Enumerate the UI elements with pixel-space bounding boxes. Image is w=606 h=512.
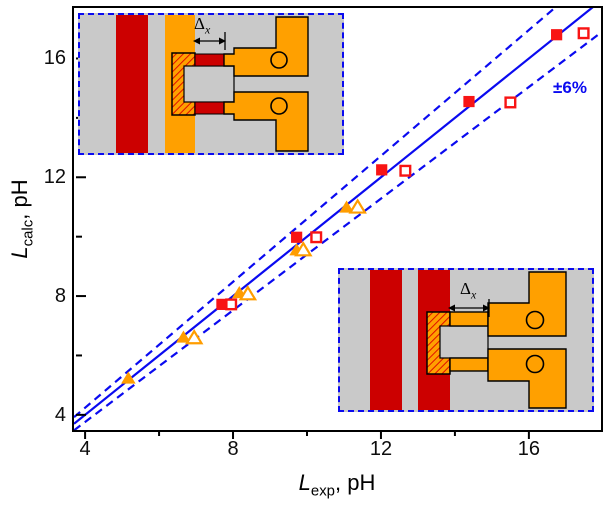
- filled-triangles-marker: [339, 200, 354, 213]
- filled-squares-marker: [551, 29, 563, 41]
- inset-diagram-bottom-right: Δx: [338, 268, 594, 412]
- x-axis-unit: , pH: [335, 470, 376, 495]
- top-electrode-arm: [223, 16, 309, 77]
- bottom-via-circle: [270, 97, 288, 115]
- delta-subscript: x: [204, 22, 211, 37]
- open-triangles-marker: [348, 198, 367, 214]
- plot-frame: [72, 6, 603, 432]
- y-tick-label-16: 16: [43, 47, 66, 70]
- x-tick-label-8: 8: [227, 438, 239, 460]
- inset-diagram-top-left: Δx: [78, 13, 344, 155]
- lower-bound-line: [74, 31, 601, 430]
- left-red-bar: [370, 270, 402, 410]
- bottom-thin-arm: [449, 357, 489, 372]
- y-tick-label-8: 8: [54, 285, 66, 308]
- arrow-head-right: [219, 37, 226, 45]
- x-tick-label-12: 12: [369, 438, 393, 460]
- y-axis-variable: L: [7, 246, 32, 259]
- y-axis-unit: , pH: [7, 179, 32, 220]
- tolerance-band-label: ±6%: [553, 78, 587, 97]
- arrow-head-right: [483, 304, 490, 312]
- ground-plane-bar: [116, 15, 148, 153]
- delta-symbol: Δ: [194, 14, 205, 33]
- filled-squares-marker: [463, 95, 475, 108]
- open-triangles-marker: [294, 241, 313, 257]
- top-electrode-arm: [487, 271, 567, 337]
- arrow-head-left: [193, 37, 200, 45]
- filled-triangles-marker: [176, 330, 191, 343]
- slit-notch: [439, 325, 489, 359]
- filled-squares-marker: [291, 231, 303, 243]
- top-via-circle: [525, 310, 545, 330]
- delta-x-label: Δx: [194, 14, 210, 37]
- upper-bound-line: [74, 8, 557, 419]
- open-squares-marker: [504, 96, 517, 109]
- bottom-via-circle: [525, 354, 545, 374]
- top-red-trace: [194, 53, 226, 67]
- delta-symbol: Δ: [460, 279, 471, 298]
- bottom-red-trace: [194, 101, 226, 115]
- x-tick-label-16: 16: [517, 438, 540, 460]
- open-squares-marker: [310, 231, 323, 244]
- inset-bottom-right-drawing: [370, 270, 567, 410]
- top-via-circle: [270, 51, 288, 69]
- x-tick-label-4: 4: [79, 438, 91, 460]
- y-tick-label-12: 12: [43, 166, 66, 189]
- y-tick-label-4: 4: [54, 403, 66, 426]
- open-squares-marker: [399, 164, 412, 177]
- open-squares-marker: [225, 298, 238, 311]
- filled-triangles-marker: [121, 371, 136, 384]
- y-axis-title: Lcalc, pH: [1, 134, 39, 304]
- x-axis-title: Lexp, pH: [187, 470, 487, 499]
- slit-notch: [183, 65, 235, 103]
- delta-x-label: Δx: [460, 279, 476, 302]
- arrow-head-left: [448, 304, 455, 312]
- filled-squares-marker: [216, 298, 228, 310]
- bottom-electrode-arm: [487, 348, 567, 409]
- open-squares-marker: [577, 27, 590, 40]
- x-axis-variable: L: [298, 470, 311, 495]
- filled-squares-marker: [376, 164, 388, 176]
- open-triangles-marker: [238, 285, 258, 301]
- x-axis-subscript: exp: [310, 482, 335, 500]
- identity-line: [74, 8, 594, 425]
- bottom-electrode-arm: [223, 91, 309, 152]
- open-triangles-marker: [184, 329, 204, 345]
- inset-top-left-drawing: [116, 15, 309, 153]
- y-axis-subscript: calc: [19, 219, 37, 247]
- top-thin-arm: [449, 311, 489, 327]
- delta-subscript: x: [470, 287, 477, 302]
